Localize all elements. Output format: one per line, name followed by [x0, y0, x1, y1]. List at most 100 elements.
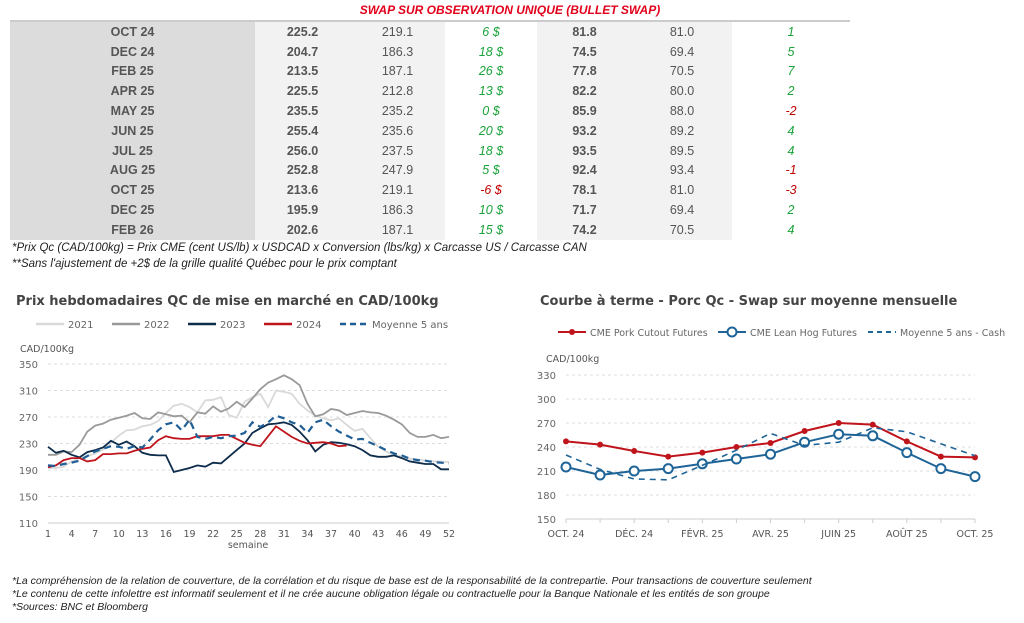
data-point	[937, 453, 944, 460]
y-tick-label: 230	[19, 440, 38, 451]
table-cell: 1	[732, 22, 850, 42]
x-tick-label: 37	[325, 529, 337, 540]
data-point	[801, 428, 808, 434]
y-tick-label: 190	[19, 466, 38, 477]
data-point	[835, 420, 842, 426]
table-cell: -2	[732, 101, 850, 121]
x-tick-label: 7	[92, 529, 98, 540]
y-tick-label: 270	[19, 413, 38, 424]
x-tick-label: 13	[136, 529, 148, 540]
table-cell: 195.9	[255, 200, 350, 220]
table-cell: 6 $	[445, 22, 537, 42]
weekly-price-chart: Prix hebdomadaires QC de mise en marché …	[16, 294, 455, 551]
chart-title: Prix hebdomadaires QC de mise en marché …	[16, 294, 439, 309]
data-point	[903, 438, 910, 445]
table-cell: -6 $	[445, 180, 537, 201]
table-cell: 92.4	[537, 160, 632, 181]
table-row: DEC 25 195.9 186.3 10 $71.7 69.4 2	[10, 200, 850, 220]
data-point	[867, 430, 879, 442]
table-cell: 13 $	[445, 81, 537, 102]
table-cell: 18 $	[445, 41, 537, 62]
table-row: OCT 24 225.2 219.1 6 $81.8 81.0 1	[10, 22, 850, 42]
table-cell: 5	[732, 41, 850, 62]
table-cell: 82.2	[537, 81, 632, 102]
table-cell: 93.5	[537, 140, 632, 161]
table-cell: 78.1	[537, 180, 632, 201]
table-cell: DEC 25	[10, 200, 255, 220]
x-tick-label: 43	[372, 529, 384, 540]
table-cell: 26 $	[445, 61, 537, 82]
data-point	[733, 444, 740, 450]
data-point	[628, 465, 640, 477]
note-formula: *Prix Qc (CAD/100kg) = Prix CME (cent US…	[12, 242, 587, 254]
table-cell: 247.9	[350, 160, 445, 181]
table-cell: OCT 24	[10, 22, 255, 42]
table-cell: 256.0	[255, 140, 350, 161]
y-tick-label: 210	[537, 467, 556, 478]
table-cell: 235.2	[350, 101, 445, 121]
table-row: MAY 25 235.5 235.2 0 $85.9 88.0 -2	[10, 101, 850, 121]
table-cell: 213.6	[255, 180, 350, 201]
y-tick-label: 270	[537, 419, 556, 430]
table-cell: FEB 25	[10, 61, 255, 82]
table-cell: 81.0	[632, 180, 732, 201]
table-row: FEB 26 202.6 187.1 15 $74.2 70.5 4	[10, 219, 850, 240]
series-line-moyenne-5-ans	[47, 414, 450, 468]
table-cell: 255.4	[255, 120, 350, 141]
x-tick-label: AVR. 25	[752, 529, 789, 540]
forward-curve-chart: Courbe à terme - Porc Qc - Swap sur moye…	[537, 294, 1005, 540]
data-point	[833, 428, 845, 440]
table-cell: 81.0	[632, 22, 732, 42]
x-axis-label: semaine	[228, 540, 269, 551]
table-row: APR 25 225.5 212.8 13 $82.2 80.0 2	[10, 81, 850, 102]
y-tick-label: 350	[19, 360, 38, 371]
x-tick-label: 46	[396, 529, 408, 540]
x-tick-label: OCT. 25	[957, 529, 994, 540]
table-cell: 89.2	[632, 120, 732, 141]
x-tick-label: 16	[160, 529, 172, 540]
x-tick-label: 52	[443, 529, 455, 540]
legend-label: Moyenne 5 ans - Cash	[900, 328, 1005, 339]
table-cell: 187.1	[350, 219, 445, 240]
table-cell: 20 $	[445, 120, 537, 141]
table-cell: 77.8	[537, 61, 632, 82]
table-cell: APR 25	[10, 81, 255, 102]
table-cell: 7	[732, 61, 850, 82]
data-point	[594, 469, 606, 481]
table-cell: 0 $	[445, 101, 537, 121]
table-cell: 70.5	[632, 61, 732, 82]
table-cell: 74.5	[537, 41, 632, 62]
table-cell: 80.0	[632, 81, 732, 102]
table-row: JUL 25 256.0 237.5 18 $93.5 89.5 4	[10, 140, 850, 161]
data-point	[765, 448, 776, 460]
x-tick-label: 22	[207, 529, 219, 540]
y-axis-label: CAD/100kg	[546, 354, 599, 365]
legend-label: 2023	[220, 320, 245, 331]
table-cell: 71.7	[537, 200, 632, 220]
table-cell: 2	[732, 81, 850, 102]
table-cell: 212.8	[350, 81, 445, 102]
legend-label: CME Lean Hog Futures	[750, 328, 857, 339]
y-tick-label: 110	[19, 519, 38, 530]
swap-table: OCT 24 225.2 219.1 6 $81.8 81.0 1 DEC 24 204.7 1…	[10, 22, 850, 240]
x-tick-label: 49	[419, 529, 431, 540]
table-cell: JUN 25	[10, 120, 255, 141]
table-cell: 219.1	[350, 180, 445, 201]
table-cell: 4	[732, 140, 850, 161]
table-cell: 213.5	[255, 61, 350, 82]
table-cell: 237.5	[350, 140, 445, 161]
data-point	[560, 461, 572, 473]
legend-marker	[569, 329, 575, 335]
table-cell: 202.6	[255, 219, 350, 240]
table-cell: AUG 25	[10, 160, 255, 181]
table-cell: 89.5	[632, 140, 732, 161]
series-line-2023	[47, 421, 449, 474]
table-cell: 225.5	[255, 81, 350, 102]
y-tick-label: 180	[537, 491, 556, 502]
table-row: OCT 25 213.6 219.1 -6 $78.1 81.0 -3	[10, 180, 850, 201]
data-point	[935, 463, 947, 475]
table-cell: JUL 25	[10, 140, 255, 161]
table-cell: 81.8	[537, 22, 632, 42]
table-cell: 186.3	[350, 41, 445, 62]
table-cell: 2	[732, 200, 850, 220]
